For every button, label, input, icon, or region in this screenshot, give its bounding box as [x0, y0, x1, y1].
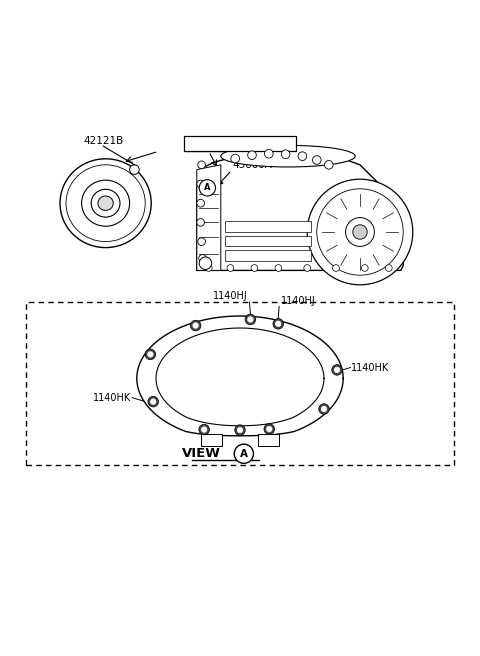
Circle shape	[304, 264, 311, 272]
Ellipse shape	[221, 146, 355, 167]
Circle shape	[197, 180, 204, 188]
Circle shape	[199, 424, 209, 435]
Circle shape	[273, 319, 284, 329]
Circle shape	[145, 349, 156, 359]
Circle shape	[199, 257, 212, 270]
Circle shape	[201, 426, 207, 432]
Circle shape	[317, 189, 403, 276]
Polygon shape	[197, 150, 403, 270]
Circle shape	[130, 165, 139, 174]
Text: VIEW: VIEW	[182, 447, 221, 461]
Circle shape	[307, 179, 413, 285]
Ellipse shape	[60, 159, 151, 247]
Text: 45000A: 45000A	[233, 159, 273, 170]
Text: 1140HJ: 1140HJ	[213, 291, 248, 301]
Circle shape	[199, 180, 216, 196]
Circle shape	[199, 255, 206, 262]
Circle shape	[148, 396, 158, 407]
Circle shape	[324, 161, 333, 169]
Circle shape	[281, 150, 290, 159]
Circle shape	[251, 264, 258, 272]
Circle shape	[319, 403, 329, 414]
Circle shape	[353, 225, 367, 239]
Circle shape	[198, 237, 205, 245]
Circle shape	[193, 323, 199, 329]
Circle shape	[237, 427, 243, 433]
Text: 42121B: 42121B	[83, 136, 123, 146]
Circle shape	[321, 406, 327, 412]
Text: REF. 43-453: REF. 43-453	[209, 138, 271, 149]
Circle shape	[332, 365, 342, 375]
Circle shape	[346, 218, 374, 247]
FancyBboxPatch shape	[184, 136, 296, 152]
Ellipse shape	[82, 180, 130, 226]
Circle shape	[231, 154, 240, 163]
Polygon shape	[156, 328, 324, 426]
Ellipse shape	[91, 190, 120, 217]
Bar	[225, 236, 311, 247]
Bar	[258, 434, 279, 445]
Circle shape	[248, 317, 253, 322]
Circle shape	[150, 399, 156, 405]
Text: A: A	[240, 449, 248, 459]
Circle shape	[264, 424, 275, 434]
Circle shape	[276, 321, 281, 327]
Polygon shape	[197, 165, 221, 270]
Circle shape	[266, 426, 272, 432]
Circle shape	[245, 314, 256, 325]
Circle shape	[197, 199, 204, 207]
Ellipse shape	[98, 196, 113, 211]
Circle shape	[298, 152, 307, 161]
Circle shape	[385, 264, 392, 272]
Text: 1140HK: 1140HK	[351, 363, 390, 373]
Circle shape	[275, 264, 282, 272]
Circle shape	[198, 161, 205, 169]
Circle shape	[248, 151, 256, 159]
Bar	[225, 250, 311, 261]
Circle shape	[264, 150, 273, 158]
Circle shape	[147, 352, 153, 358]
Bar	[225, 222, 311, 232]
Circle shape	[312, 155, 321, 164]
Bar	[201, 434, 222, 445]
Polygon shape	[137, 316, 343, 436]
Circle shape	[227, 264, 234, 272]
Text: A: A	[204, 183, 211, 192]
Circle shape	[191, 320, 201, 331]
Text: 1140HK: 1140HK	[93, 393, 131, 403]
Circle shape	[361, 264, 368, 272]
Circle shape	[205, 264, 212, 272]
Circle shape	[334, 367, 340, 373]
Ellipse shape	[66, 165, 145, 241]
Circle shape	[235, 425, 245, 436]
Bar	[26, 302, 454, 465]
Text: 1140HJ: 1140HJ	[281, 296, 315, 306]
Circle shape	[234, 444, 253, 463]
Circle shape	[333, 264, 339, 272]
Circle shape	[197, 218, 204, 226]
